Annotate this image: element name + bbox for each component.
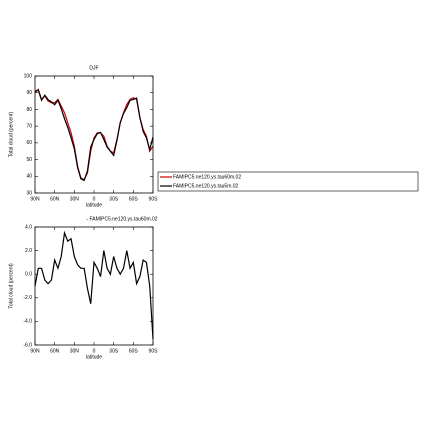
x-tick-label: 60S [129, 348, 139, 354]
x-tick-label: 90S [149, 348, 159, 354]
x-tick-label: 30N [70, 196, 80, 202]
x-tick-label: 0 [93, 348, 96, 354]
series-line [34, 230, 154, 340]
y-tick-label: 80 [26, 107, 32, 113]
x-axis-label: latitude [86, 354, 102, 360]
chart-title: DJF [89, 65, 98, 71]
legend-box [157, 171, 419, 192]
x-tick-label: 60S [129, 196, 139, 202]
y-tick-label: 4.0 [25, 224, 32, 230]
x-tick-label: 60N [50, 348, 60, 354]
x-tick-label: 60N [50, 196, 60, 202]
x-tick-label: 30S [109, 348, 119, 354]
x-tick-label: 90N [30, 196, 40, 202]
x-tick-label: 90S [149, 196, 159, 202]
y-axis-label: Total cloud (percent) [8, 263, 14, 309]
y-tick-label: 2.0 [25, 248, 32, 254]
y-tick-label: -4.0 [23, 319, 32, 325]
y-tick-label: 100 [24, 73, 33, 79]
series-line [34, 88, 154, 181]
y-tick-label: 40 [26, 174, 32, 180]
x-tick-label: 90N [30, 348, 40, 354]
x-axis-label: latitude [86, 202, 102, 208]
y-tick-label: 0.0 [25, 272, 32, 278]
x-tick-label: 0 [93, 196, 96, 202]
y-tick-label: -6.0 [23, 342, 32, 348]
plot-frame [34, 75, 154, 194]
y-tick-label: 30 [26, 190, 32, 196]
series-line [34, 89, 154, 182]
y-tick-label: 70 [26, 123, 32, 129]
plot-frame [34, 226, 154, 346]
legend-label: FAMIPC5.ne120.ys.tau60m.02 [173, 174, 241, 180]
y-tick-label: 90 [26, 90, 32, 96]
chart-title: - FAMIPC5.ne120.ys.tau60m.02 [86, 216, 157, 222]
x-tick-label: 30N [70, 348, 80, 354]
y-axis-label: Total cloud (percent) [8, 112, 14, 158]
legend-label: FAMIPC5.ne120.ys.tau5m.02 [173, 183, 239, 189]
x-tick-label: 30S [109, 196, 119, 202]
y-tick-label: 50 [26, 157, 32, 163]
y-tick-label: 60 [26, 140, 32, 146]
y-tick-label: -2.0 [23, 295, 32, 301]
